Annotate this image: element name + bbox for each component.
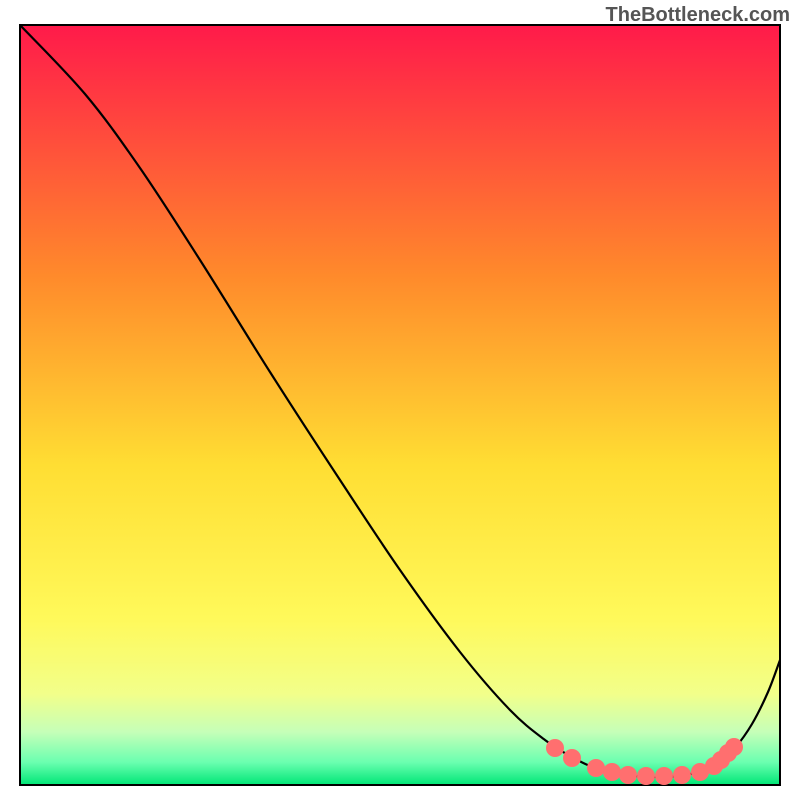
marker-point [603, 763, 621, 781]
marker-point [587, 759, 605, 777]
marker-point [619, 766, 637, 784]
marker-point [546, 739, 564, 757]
marker-point [563, 749, 581, 767]
marker-point [725, 738, 743, 756]
marker-point [637, 767, 655, 785]
bottleneck-chart: TheBottleneck.com [0, 0, 800, 800]
chart-svg [0, 0, 800, 800]
marker-point [655, 767, 673, 785]
marker-point [673, 766, 691, 784]
watermark-text: TheBottleneck.com [606, 4, 790, 27]
gradient-background [20, 25, 780, 785]
